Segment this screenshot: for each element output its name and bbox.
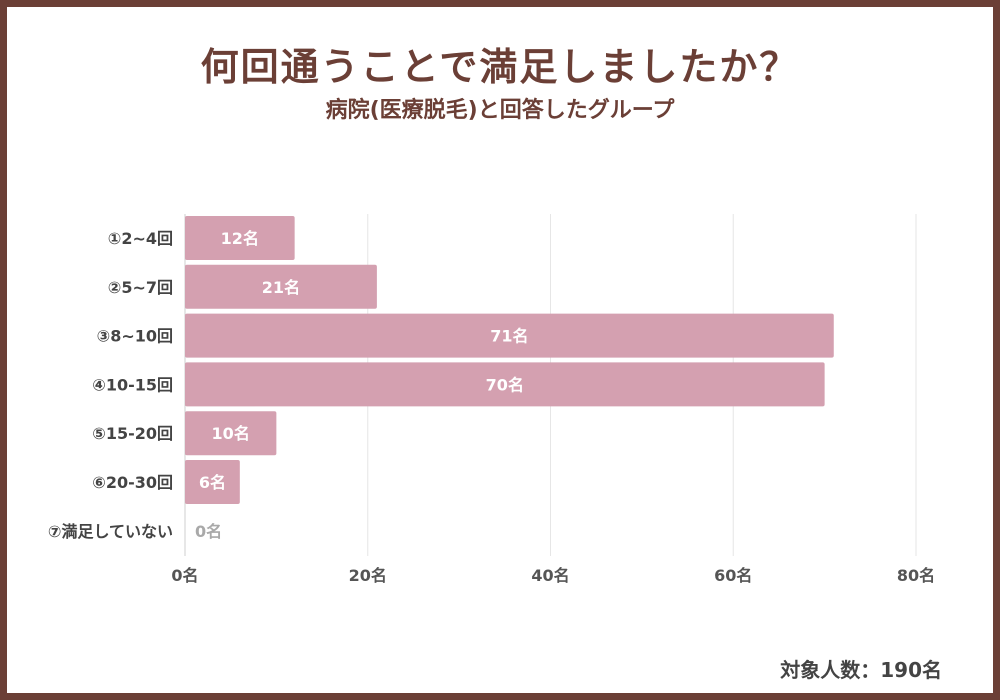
chart-subtitle: 病院(医療脱毛)と回答したグループ (325, 98, 675, 123)
data-label: 10名 (212, 424, 250, 443)
x-tick-label: 60名 (714, 566, 752, 585)
x-tick-label: 0名 (171, 566, 198, 585)
data-label: 21名 (262, 278, 300, 297)
category-label: ②5~7回 (108, 278, 173, 297)
bar (185, 460, 240, 504)
category-label: ⑤15-20回 (92, 424, 173, 443)
category-label: ⑦満足していない (48, 522, 173, 541)
data-label: 6名 (199, 473, 226, 492)
bar (185, 411, 277, 456)
category-label: ④10-15回 (92, 375, 173, 394)
data-label: 0名 (195, 522, 222, 541)
label-layer: 0名 20名 40名 60名 80名 ①2~4回 12名 ②5~7回 21名 ③8~10回 71名 ④… (48, 229, 935, 585)
bar (185, 216, 295, 260)
category-label: ③8~10回 (97, 327, 173, 346)
data-label: 12名 (221, 229, 259, 248)
bar (185, 362, 825, 407)
data-label: 71名 (490, 327, 528, 346)
x-tick-label: 80名 (897, 566, 935, 585)
category-label: ①2~4回 (108, 229, 173, 248)
x-tick-label: 20名 (349, 566, 387, 585)
chart-title: 何回通うことで満足しましたか？ (200, 45, 800, 89)
sample-size-note: 対象人数：190名 (780, 658, 942, 682)
bar (185, 264, 377, 309)
category-label: ⑥20-30回 (92, 473, 173, 492)
bar (185, 313, 834, 358)
x-tick-label: 40名 (531, 566, 569, 585)
bar-layer (185, 216, 834, 504)
data-label: 70名 (486, 375, 524, 394)
